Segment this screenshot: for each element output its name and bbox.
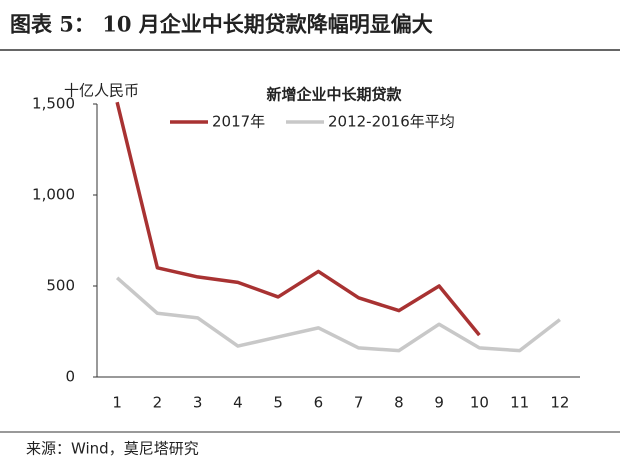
x-tick-label: 10 — [470, 394, 489, 412]
legend-label: 2012-2016年平均 — [328, 113, 455, 131]
x-tick-label: 6 — [314, 394, 324, 412]
page-title: 图表 5： 10 月企业中长期贷款降幅明显偏大 — [10, 12, 433, 37]
x-tick-label: 7 — [354, 394, 364, 412]
x-tick-label: 5 — [273, 394, 283, 412]
series-line — [115, 276, 561, 353]
y-tick-label: 0 — [65, 368, 75, 386]
x-tick-label: 9 — [434, 394, 444, 412]
source: 来源：Wind，莫尼塔研究 — [26, 440, 199, 458]
legend-label: 2017年 — [212, 113, 265, 131]
x-tick-label: 4 — [233, 394, 243, 412]
x-tick-label: 1 — [112, 394, 122, 412]
chart-title: 新增企业中长期贷款 — [266, 86, 402, 104]
y-tick-label: 500 — [46, 277, 75, 295]
x-tick-label: 2 — [153, 394, 163, 412]
series-line — [115, 101, 481, 337]
y-tick-label: 1,500 — [32, 95, 75, 113]
x-tick-label: 12 — [550, 394, 569, 412]
x-tick-label: 3 — [193, 394, 203, 412]
y-axis-label: 十亿人民币 — [64, 82, 139, 100]
x-tick-label: 11 — [510, 394, 529, 412]
y-tick-label: 1,000 — [32, 186, 75, 204]
x-tick-label: 8 — [394, 394, 404, 412]
